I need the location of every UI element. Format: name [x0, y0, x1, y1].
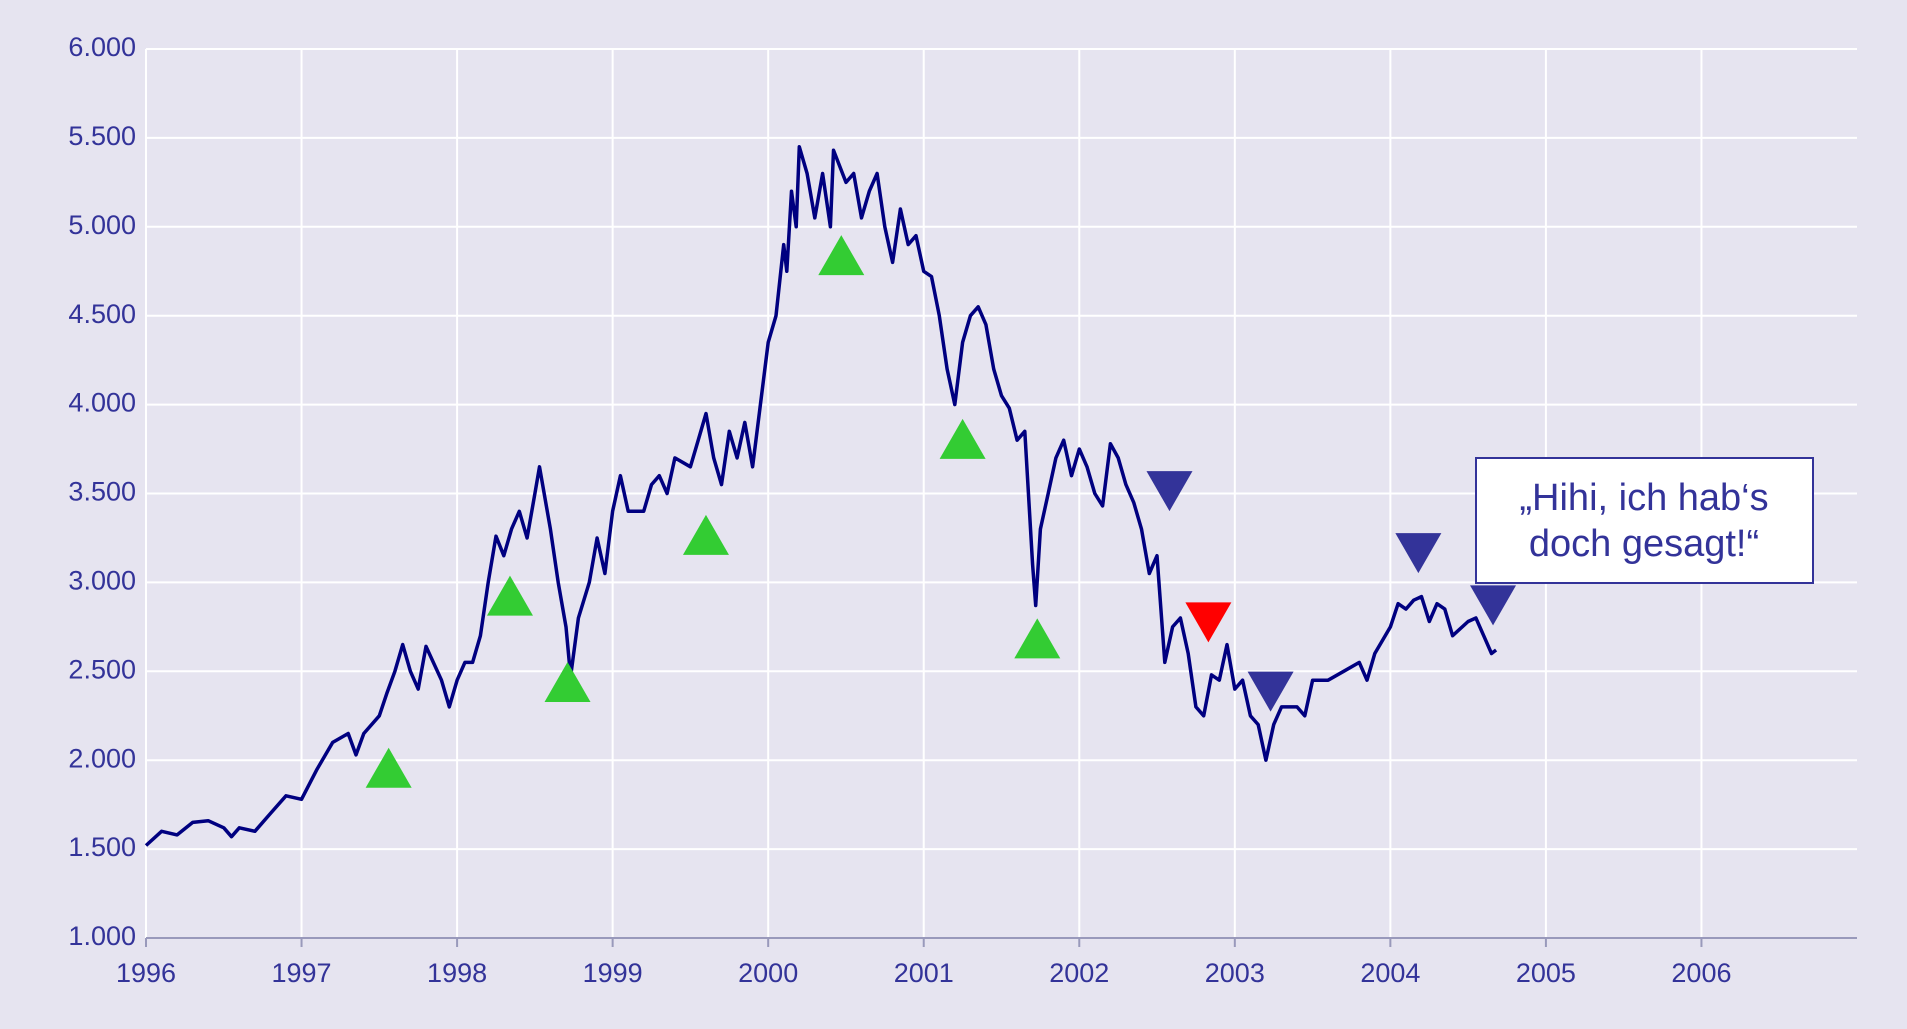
x-tick-label: 1997 — [272, 958, 332, 988]
signal-marker — [682, 514, 729, 555]
x-tick-label: 2005 — [1516, 958, 1576, 988]
y-tick-label: 6.000 — [68, 32, 136, 62]
signal-marker — [365, 747, 412, 788]
grid — [145, 48, 1857, 947]
y-tick-label: 5.000 — [68, 210, 136, 240]
x-tick-label: 2006 — [1671, 958, 1731, 988]
y-tick-label: 2.000 — [68, 743, 136, 773]
y-tick-label: 4.500 — [68, 299, 136, 329]
x-tick-label: 2003 — [1205, 958, 1265, 988]
annotation-box — [1475, 457, 1814, 584]
y-tick-label: 5.500 — [68, 121, 136, 151]
y-tick-label: 3.500 — [68, 477, 136, 507]
signal-marker — [1395, 533, 1442, 574]
x-tick-label: 1999 — [583, 958, 643, 988]
x-tick-label: 2004 — [1360, 958, 1420, 988]
signal-marker — [1185, 602, 1232, 643]
signal-marker — [939, 418, 986, 459]
signal-marker — [1146, 471, 1193, 512]
signal-marker — [818, 235, 865, 276]
annotation-text: doch gesagt!“ — [1529, 523, 1759, 565]
signal-marker — [1014, 618, 1061, 659]
x-tick-label: 2002 — [1049, 958, 1109, 988]
x-tick-label: 2001 — [894, 958, 954, 988]
signal-marker — [1470, 585, 1517, 626]
x-tick-label: 1998 — [427, 958, 487, 988]
y-tick-label: 1.500 — [68, 832, 136, 862]
annotation-text: „Hihi, ich hab‘s — [1519, 477, 1768, 519]
line-series — [144, 145, 1498, 847]
y-tick-label: 1.000 — [68, 921, 136, 951]
signal-marker — [1247, 671, 1294, 712]
x-tick-label: 2000 — [738, 958, 798, 988]
x-tick-label: 1996 — [116, 958, 176, 988]
signal-marker — [486, 575, 533, 616]
y-tick-label: 4.000 — [68, 388, 136, 418]
signal-marker — [544, 662, 591, 703]
y-tick-label: 2.500 — [68, 654, 136, 684]
y-tick-label: 3.000 — [68, 566, 136, 596]
